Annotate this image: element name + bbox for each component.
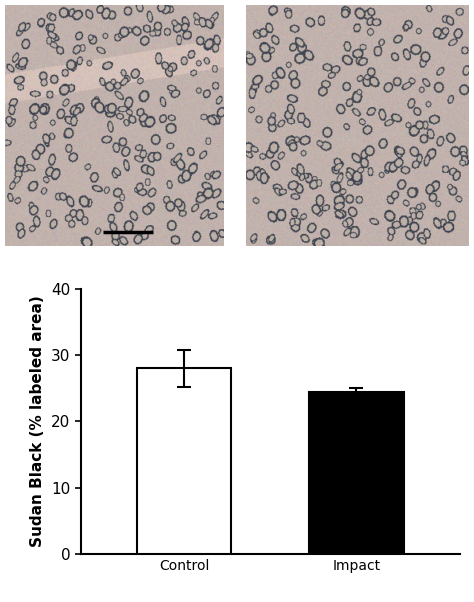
Y-axis label: Sudan Black (% labeled area): Sudan Black (% labeled area) [30, 296, 45, 547]
Bar [137, 368, 231, 554]
Bar [309, 391, 404, 554]
